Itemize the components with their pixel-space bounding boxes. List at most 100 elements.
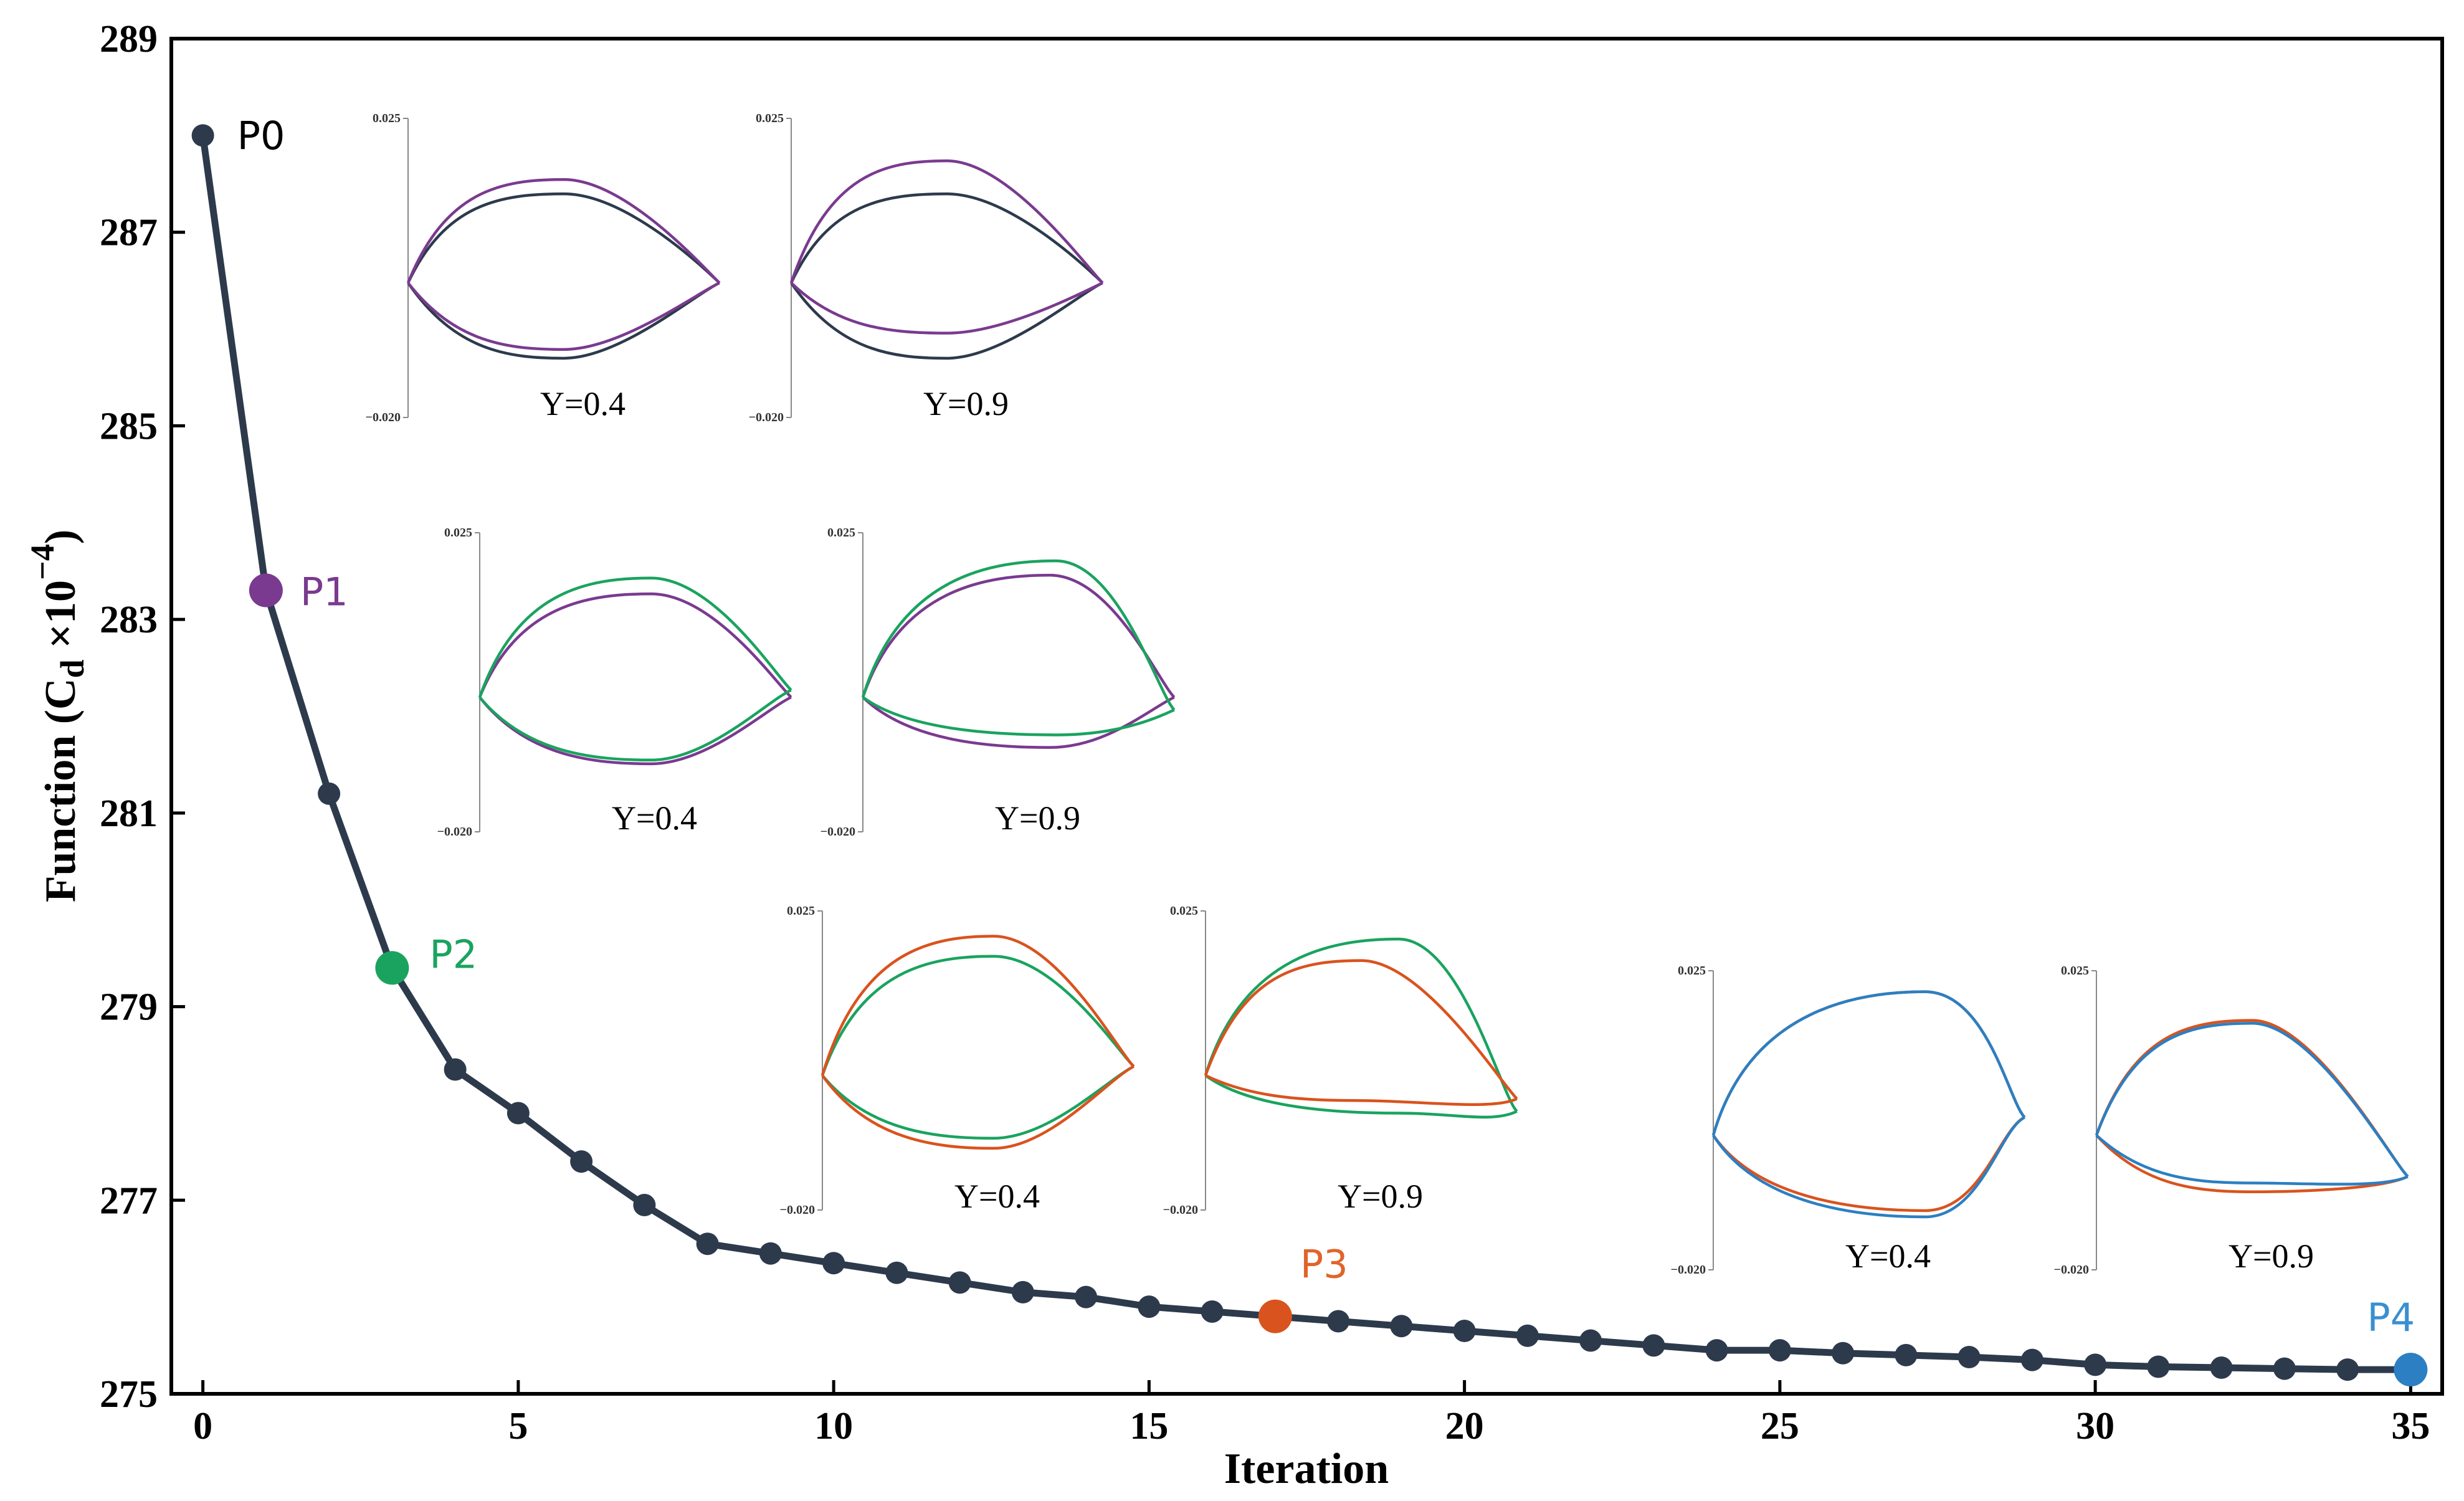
inset-baseline-curve bbox=[478, 592, 792, 698]
inset-ymin-label: −0.020 bbox=[366, 411, 401, 424]
inset-baseline-curve bbox=[406, 192, 721, 284]
inset-baseline-curve bbox=[1712, 1116, 2025, 1213]
data-point bbox=[570, 1150, 593, 1173]
data-point bbox=[2394, 1353, 2428, 1387]
y-axis: 275 277 279 281 283 285 287 289 bbox=[100, 18, 185, 1416]
data-point bbox=[1075, 1285, 1098, 1308]
y-tick-label: 283 bbox=[100, 599, 158, 641]
data-point bbox=[249, 573, 283, 608]
inset-ymin-label: −0.020 bbox=[437, 825, 472, 839]
data-point bbox=[2336, 1358, 2359, 1381]
inset-ymax-label: 0.025 bbox=[827, 526, 855, 540]
data-point bbox=[759, 1242, 782, 1265]
inset-optimized-curve bbox=[2095, 1134, 2409, 1186]
inset-optimized-curve bbox=[1711, 990, 2026, 1136]
inset-optimized-curve bbox=[406, 178, 721, 284]
inset-ymax-label: 0.025 bbox=[787, 904, 815, 918]
data-point bbox=[375, 951, 409, 985]
inset-ymin-label: −0.020 bbox=[2054, 1263, 2089, 1277]
inset-optimized-curve bbox=[407, 281, 720, 351]
data-point bbox=[948, 1271, 971, 1294]
inset-baseline-curve bbox=[821, 955, 1135, 1076]
point-label-p4: P4 bbox=[2367, 1295, 2415, 1340]
inset-optimized-curve bbox=[1712, 1116, 2025, 1219]
inset-ymin-label: −0.020 bbox=[1671, 1263, 1706, 1277]
inset-optimized-curve bbox=[1205, 1074, 1518, 1107]
inset-optimized-curve bbox=[1204, 959, 1518, 1100]
data-point bbox=[1832, 1341, 1855, 1365]
y-title-suffix: ) bbox=[37, 530, 85, 544]
airfoil-inset: 0.025 −0.020 Y=0.4 bbox=[366, 112, 721, 424]
data-point bbox=[1258, 1299, 1292, 1333]
data-point bbox=[507, 1102, 530, 1125]
inset-section-label: Y=0.4 bbox=[954, 1178, 1040, 1215]
inset-baseline-curve bbox=[862, 695, 1175, 749]
data-point bbox=[1011, 1280, 1034, 1303]
data-point bbox=[885, 1261, 908, 1284]
data-point bbox=[2084, 1353, 2107, 1376]
data-point bbox=[1390, 1315, 1413, 1338]
x-tick-label: 15 bbox=[1130, 1405, 1168, 1447]
inset-baseline-curve bbox=[789, 192, 1104, 284]
airfoil-inset: 0.025 −0.020 Y=0.4 bbox=[780, 904, 1135, 1217]
plot-frame bbox=[169, 37, 2444, 1396]
y-tick-label: 281 bbox=[100, 793, 158, 835]
inset-ymin-label: −0.020 bbox=[821, 825, 855, 839]
inset-baseline-curve bbox=[1711, 990, 2026, 1136]
data-point bbox=[191, 124, 214, 147]
inset-ymin-label: −0.020 bbox=[780, 1203, 815, 1217]
data-point bbox=[1705, 1339, 1728, 1362]
data-point bbox=[696, 1232, 719, 1256]
x-axis: 0 5 10 15 20 25 30 35 bbox=[193, 1380, 2430, 1447]
data-point bbox=[2210, 1356, 2233, 1379]
point-label-p0: P0 bbox=[237, 113, 285, 158]
airfoil-inset: 0.025 −0.020 Y=0.9 bbox=[749, 112, 1104, 424]
y-tick-label: 277 bbox=[100, 1179, 158, 1222]
inset-section-label: Y=0.4 bbox=[1845, 1237, 1931, 1275]
point-label-p1: P1 bbox=[300, 569, 348, 615]
data-point bbox=[822, 1252, 845, 1275]
inset-ymax-label: 0.025 bbox=[1170, 904, 1198, 918]
y-title-sup: −4 bbox=[24, 544, 61, 580]
data-point bbox=[1201, 1300, 1224, 1323]
x-tick-label: 35 bbox=[2391, 1405, 2430, 1447]
inset-optimized-curve bbox=[862, 696, 1175, 736]
point-label-p2: P2 bbox=[429, 932, 477, 977]
inset-section-label: Y=0.9 bbox=[995, 799, 1080, 837]
x-tick-label: 20 bbox=[1445, 1405, 1484, 1447]
inset-section-label: Y=0.9 bbox=[923, 385, 1009, 422]
airfoil-inset: 0.025 −0.020 Y=0.9 bbox=[821, 526, 1176, 839]
x-axis-title: Iteration bbox=[1224, 1445, 1389, 1493]
data-point bbox=[2020, 1348, 2043, 1371]
data-point bbox=[1895, 1343, 1918, 1366]
inset-baseline-curve bbox=[2095, 1134, 2409, 1193]
inset-optimized-curve bbox=[821, 1065, 1134, 1150]
data-point bbox=[1957, 1345, 1981, 1368]
data-point bbox=[633, 1194, 656, 1217]
x-tick-label: 30 bbox=[2076, 1405, 2114, 1447]
inset-ymax-label: 0.025 bbox=[444, 526, 472, 540]
markers-group bbox=[191, 124, 2428, 1387]
data-point bbox=[1579, 1329, 1602, 1352]
data-point bbox=[1453, 1320, 1476, 1343]
inset-ymax-label: 0.025 bbox=[1678, 964, 1706, 978]
inset-optimized-curve bbox=[861, 559, 1176, 711]
data-point bbox=[1516, 1324, 1539, 1347]
airfoil-inset: 0.025 −0.020 Y=0.4 bbox=[1671, 964, 2026, 1277]
airfoil-insets: 0.025 −0.020 Y=0.4 0.025 −0.020 Y=0.9 0.025 −0.… bbox=[366, 112, 2409, 1277]
inset-baseline-curve bbox=[1204, 937, 1518, 1113]
inset-baseline-curve bbox=[1204, 1074, 1518, 1119]
y-title-prefix: Function (C bbox=[37, 678, 85, 902]
y-tick-label: 285 bbox=[100, 405, 158, 447]
data-point bbox=[1768, 1339, 1791, 1362]
inset-baseline-curve bbox=[407, 281, 720, 360]
inset-section-label: Y=0.4 bbox=[612, 799, 697, 837]
inset-optimized-curve bbox=[789, 159, 1104, 284]
inset-optimized-curve bbox=[821, 935, 1135, 1076]
point-labels-group: P0 P1 P2 P3 P4 bbox=[237, 113, 2415, 1340]
inset-ymin-label: −0.020 bbox=[749, 411, 784, 424]
data-point bbox=[2273, 1357, 2296, 1380]
data-point bbox=[1138, 1295, 1161, 1318]
x-tick-label: 10 bbox=[814, 1405, 853, 1447]
